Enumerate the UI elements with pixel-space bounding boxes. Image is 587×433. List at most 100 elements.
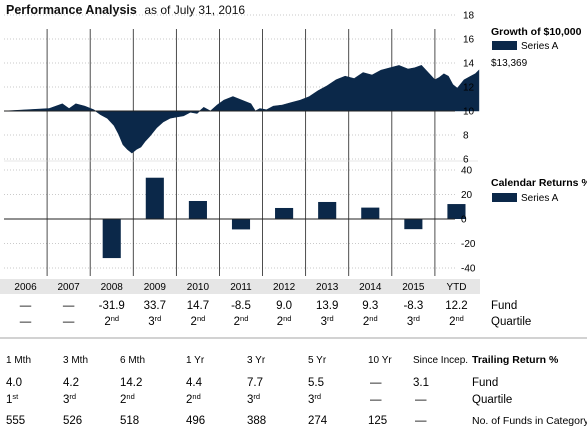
calendar-quartile: 2nd [234, 314, 249, 328]
year-label: 2006 [14, 282, 37, 293]
trailing-funds-count: 496 [186, 415, 205, 427]
year-label: 2015 [402, 282, 425, 293]
calendar-fund-value: -8.3 [403, 300, 423, 312]
return-bar [231, 219, 251, 230]
year-header-band [0, 279, 480, 294]
calendar-fund-value: -31.9 [99, 300, 125, 312]
trailing-period-label: 3 Mth [63, 355, 88, 366]
return-bar [361, 207, 380, 219]
trailing-period-label: 5 Yr [308, 355, 327, 366]
return-bar [275, 207, 294, 219]
year-label: 2007 [58, 282, 81, 293]
trailing-fund-value: 4.0 [6, 377, 22, 389]
year-label: 2012 [273, 282, 296, 293]
calendar-quartile: 2nd [191, 314, 206, 328]
returns-tick-label: 40 [461, 166, 473, 177]
calendar-quartile: 2nd [363, 314, 378, 328]
return-bar [318, 201, 337, 219]
returns-tick-label: -20 [461, 239, 476, 250]
trailing-fund-value: 3.1 [413, 377, 429, 389]
returns-tick-label: 0 [461, 215, 467, 226]
return-bar [102, 219, 121, 259]
growth-tick-label: 8 [463, 131, 469, 142]
trailing-quartile: — [415, 394, 427, 406]
trailing-quartile: 3rd [308, 392, 321, 406]
calendar-quartile: — [63, 316, 75, 328]
growth-area [3, 65, 480, 154]
trailing-fund-value: 14.2 [120, 377, 142, 389]
year-label: 2011 [230, 282, 252, 293]
trailing-row-label-count: No. of Funds in Category [472, 415, 587, 427]
calendar-fund-value: 9.3 [362, 300, 378, 312]
growth-legend-swatch [492, 41, 517, 50]
returns-legend-label: Series A [521, 193, 559, 204]
trailing-period-label: 6 Mth [120, 355, 145, 366]
calendar-fund-value: 13.9 [316, 300, 338, 312]
calendar-quartile: 3rd [407, 314, 420, 328]
growth-end-value: $13,369 [491, 58, 528, 69]
calendar-fund-value: 33.7 [144, 300, 166, 312]
calendar-fund-value: 14.7 [187, 300, 209, 312]
return-bar [447, 204, 466, 219]
trailing-fund-value: — [370, 377, 382, 389]
trailing-fund-value: 4.4 [186, 377, 203, 389]
trailing-period-label: 10 Yr [368, 355, 392, 366]
trailing-row-label-fund: Fund [472, 377, 498, 389]
growth-tick-label: 18 [463, 11, 475, 22]
growth-chart-title: Growth of $10,000 [491, 26, 582, 38]
returns-chart-title: Calendar Returns % [491, 177, 587, 189]
trailing-funds-count: 555 [6, 415, 25, 427]
trailing-period-label: 3 Yr [247, 355, 266, 366]
trailing-quartile: 1st [6, 392, 19, 406]
growth-tick-label: 14 [463, 59, 475, 70]
growth-tick-label: 6 [463, 155, 469, 166]
returns-legend-swatch [492, 193, 517, 202]
trailing-title: Trailing Return % [472, 354, 559, 366]
trailing-quartile: 3rd [63, 392, 76, 406]
trailing-funds-count: 518 [120, 415, 139, 427]
returns-tick-label: -40 [461, 264, 476, 275]
header: Performance Analysis as of July 31, 2016 [6, 3, 245, 19]
trailing-funds-count: 274 [308, 415, 328, 427]
year-label: 2009 [144, 282, 167, 293]
calendar-fund-value: -8.5 [231, 300, 251, 312]
trailing-fund-value: 7.7 [247, 377, 263, 389]
calendar-quartile: 2nd [449, 314, 464, 328]
trailing-funds-count: 388 [247, 415, 266, 427]
year-label: YTD [446, 282, 466, 293]
calendar-fund-value: 12.2 [445, 300, 467, 312]
year-label: 2014 [359, 282, 382, 293]
calendar-quartile: 3rd [321, 314, 334, 328]
page-subtitle: as of July 31, 2016 [144, 3, 246, 17]
calendar-quartile: 3rd [148, 314, 161, 328]
trailing-quartile: 2nd [120, 392, 135, 406]
return-bar [404, 219, 423, 230]
calendar-quartile: — [20, 316, 32, 328]
calendar-fund-value: — [63, 300, 75, 312]
trailing-quartile: 3rd [247, 392, 260, 406]
calendar-quartile: 2nd [104, 314, 119, 328]
year-label: 2010 [187, 282, 210, 293]
trailing-funds-count: 125 [368, 415, 387, 427]
return-bar [188, 200, 207, 219]
page-title: Performance Analysis [6, 3, 137, 17]
calendar-fund-value: 9.0 [276, 300, 292, 312]
calendar-row-label-quartile: Quartile [491, 316, 531, 328]
trailing-funds-count: — [415, 415, 427, 427]
calendar-row-label-fund: Fund [491, 300, 517, 312]
trailing-fund-value: 5.5 [308, 377, 324, 389]
growth-tick-label: 10 [463, 107, 475, 118]
year-label: 2008 [101, 282, 124, 293]
year-label: 2013 [316, 282, 339, 293]
trailing-funds-count: 526 [63, 415, 82, 427]
trailing-period-label: 1 Mth [6, 355, 31, 366]
trailing-quartile: 2nd [186, 392, 201, 406]
growth-legend-label: Series A [521, 41, 559, 52]
trailing-period-label: Since Incep. [413, 355, 468, 366]
trailing-quartile: — [370, 394, 382, 406]
trailing-period-label: 1 Yr [186, 355, 205, 366]
return-bar [145, 177, 164, 219]
calendar-fund-value: — [20, 300, 32, 312]
returns-tick-label: 20 [461, 190, 473, 201]
